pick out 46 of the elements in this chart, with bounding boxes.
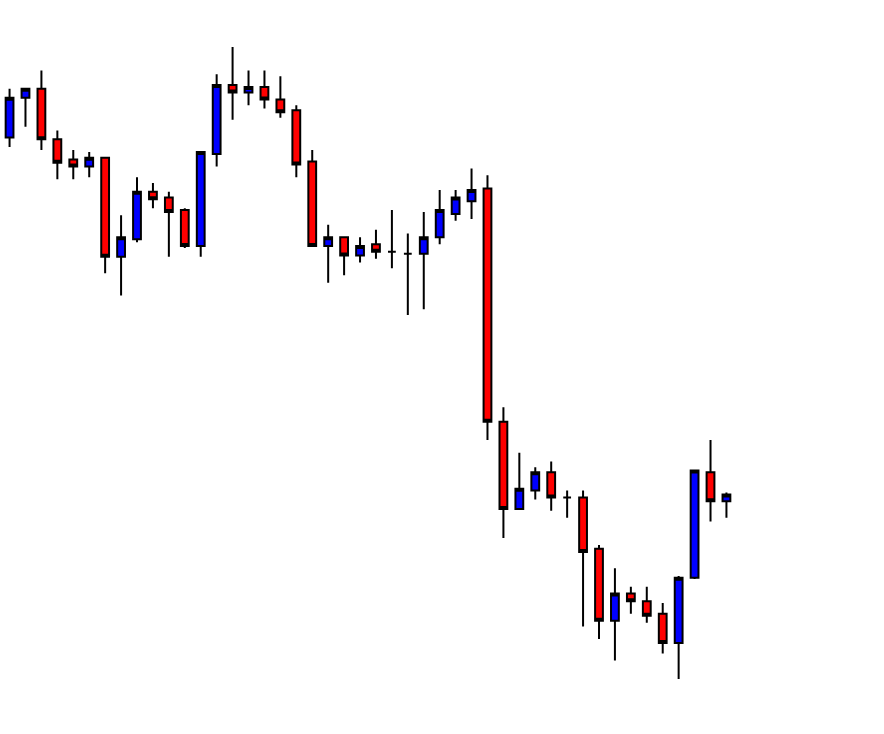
candlestick (498, 406, 509, 539)
candlestick (610, 567, 620, 662)
candlestick (227, 46, 238, 121)
candlestick (657, 602, 668, 655)
candlestick (259, 69, 270, 110)
candlestick (387, 209, 397, 270)
candlestick (291, 104, 302, 179)
candlestick (689, 469, 700, 581)
candlestick (195, 150, 206, 258)
candlestick (307, 149, 318, 248)
candlestick (100, 156, 111, 275)
candlestick (594, 543, 604, 641)
candlestick (721, 491, 732, 519)
candlestick (132, 176, 142, 244)
candlestick (355, 236, 365, 264)
candlestick (514, 451, 525, 510)
candlestick (371, 228, 381, 260)
candlestick (323, 223, 334, 284)
candlestick (546, 460, 557, 512)
candlestick (450, 188, 461, 222)
candlestick (482, 174, 493, 442)
candlestick (673, 574, 684, 680)
candlestick (641, 585, 652, 624)
candlestick (275, 75, 286, 119)
candlestick (466, 167, 477, 220)
candlestick (36, 69, 47, 152)
candlestick (116, 214, 126, 297)
candlestick (163, 190, 174, 258)
candlestick (148, 181, 158, 210)
candlestick (4, 87, 15, 148)
candlestick (562, 489, 573, 519)
candlestick (625, 585, 636, 615)
candlestick (211, 73, 222, 168)
candlestick (418, 211, 429, 311)
candlestick (530, 466, 541, 501)
candlestick (434, 188, 445, 246)
candlestick (339, 236, 349, 277)
candlestick (705, 439, 716, 523)
candlestick (84, 150, 95, 179)
candlestick (68, 149, 79, 181)
candlestick (402, 232, 413, 316)
candlestick (20, 87, 31, 128)
candlestick (243, 69, 254, 107)
candlestick (179, 207, 190, 250)
candlestick (52, 129, 63, 181)
candlestick (578, 489, 588, 628)
